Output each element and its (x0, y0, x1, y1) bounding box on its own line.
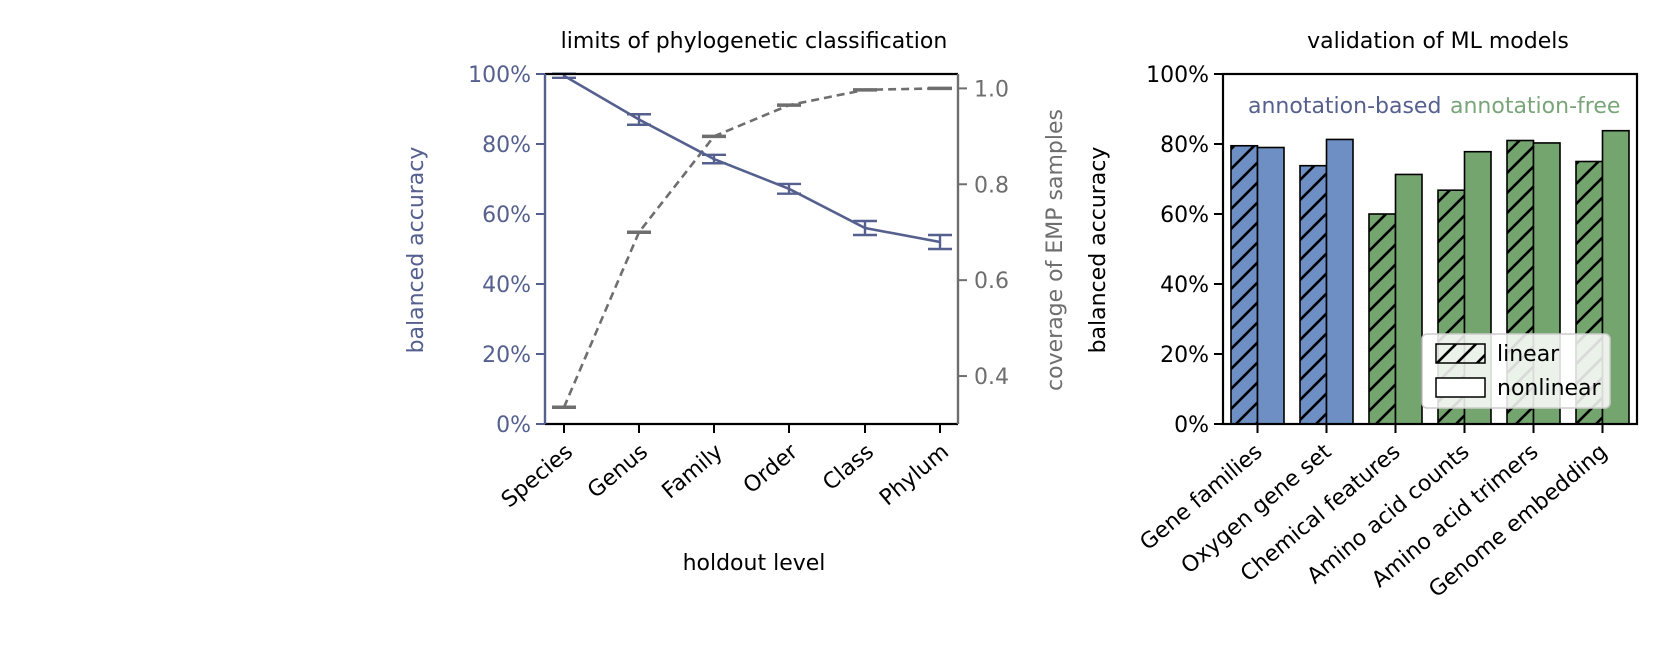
left-x-tick-label-genus: Genus (583, 439, 653, 503)
bar-fill (1257, 147, 1284, 424)
right-y-tick-label: 0.6 (974, 269, 1009, 294)
left-y-tick-label: 0% (496, 413, 531, 438)
group-label-annotation-free: annotation-free (1450, 94, 1620, 119)
accuracy-errorbar-class (853, 219, 877, 237)
legend-label-linear: linear (1497, 342, 1560, 367)
left-x-tick-label-family: Family (658, 439, 728, 504)
bar-nonlinear-gene-families (1256, 146, 1285, 425)
right-chart-y-tick-label: 100% (1146, 63, 1209, 88)
left-y-tick-label: 20% (482, 343, 531, 368)
left-y-tick-label: 40% (482, 273, 531, 298)
left-chart-title: limits of phylogenetic classification (561, 29, 948, 54)
right-chart-y-tick-label: 0% (1174, 413, 1209, 438)
bar-fill (1326, 139, 1353, 424)
ml-validation-chart: validation of ML models 0% 20% 40% 60% 80% 10… (1086, 29, 1639, 603)
bar-linear-chemical-features (1368, 213, 1397, 425)
left-y-axis-label: balanced accuracy (404, 147, 429, 354)
coverage-line (562, 87, 941, 408)
right-chart-y-tick-label: 80% (1160, 133, 1209, 158)
left-x-tick-label-order: Order (739, 439, 804, 499)
bar-fill (1395, 174, 1422, 424)
right-chart-y-tick-label: 20% (1160, 343, 1209, 368)
bar-hatch (1369, 214, 1396, 424)
bar-nonlinear-oxygen-gene-set (1325, 138, 1354, 425)
group-label-annotation-based: annotation-based (1248, 94, 1441, 119)
left-y-tick-label: 60% (482, 203, 531, 228)
left-axes (543, 72, 960, 426)
bar-hatch (1300, 165, 1327, 424)
left-ticks: 0% 20% 40% 60% 80% 100% 0.4 0.6 0.8 1.0 Species Gen… (468, 63, 1009, 513)
left-x-tick-label-species: Species (497, 439, 578, 513)
right-y-tick-label: 0.8 (974, 173, 1009, 198)
left-x-axis-label: holdout level (683, 551, 826, 576)
left-x-tick-label-phylum: Phylum (875, 439, 954, 511)
left-x-tick-label-class: Class (818, 439, 878, 495)
right-chart-y-tick-label: 60% (1160, 203, 1209, 228)
right-y-axis-label: coverage of EMP samples (1043, 109, 1068, 391)
phylo-limits-chart: limits of phylogenetic classification 0%… (404, 29, 1068, 576)
legend-swatch-linear (1435, 343, 1486, 364)
legend-label-nonlinear: nonlinear (1497, 376, 1602, 401)
bar-hatch (1231, 145, 1258, 424)
accuracy-errorbar-order (777, 182, 801, 195)
accuracy-errorbar-family (702, 153, 726, 165)
left-plot-marks (552, 72, 952, 409)
right-plot-frame (1221, 72, 1639, 426)
left-y-tick-label: 100% (468, 63, 531, 88)
legend: linear nonlinear (1421, 333, 1611, 409)
right-chart-y-axis-label: balanced accuracy (1086, 147, 1111, 354)
right-y-tick-label: 1.0 (974, 77, 1009, 102)
right-chart-title: validation of ML models (1307, 29, 1569, 54)
bar-linear-gene-families (1230, 144, 1259, 425)
left-y-tick-label: 80% (482, 133, 531, 158)
legend-swatch-nonlinear (1435, 377, 1486, 398)
right-chart-y-tick-label: 40% (1160, 273, 1209, 298)
accuracy-errorbar-phylum (928, 233, 952, 251)
right-axes (1221, 72, 1639, 426)
right-y-tick-label: 0.4 (974, 365, 1009, 390)
accuracy-line (563, 74, 941, 244)
bar-linear-oxygen-gene-set (1299, 164, 1328, 425)
accuracy-errorbar-genus (627, 113, 651, 126)
bar-nonlinear-chemical-features (1394, 173, 1423, 425)
